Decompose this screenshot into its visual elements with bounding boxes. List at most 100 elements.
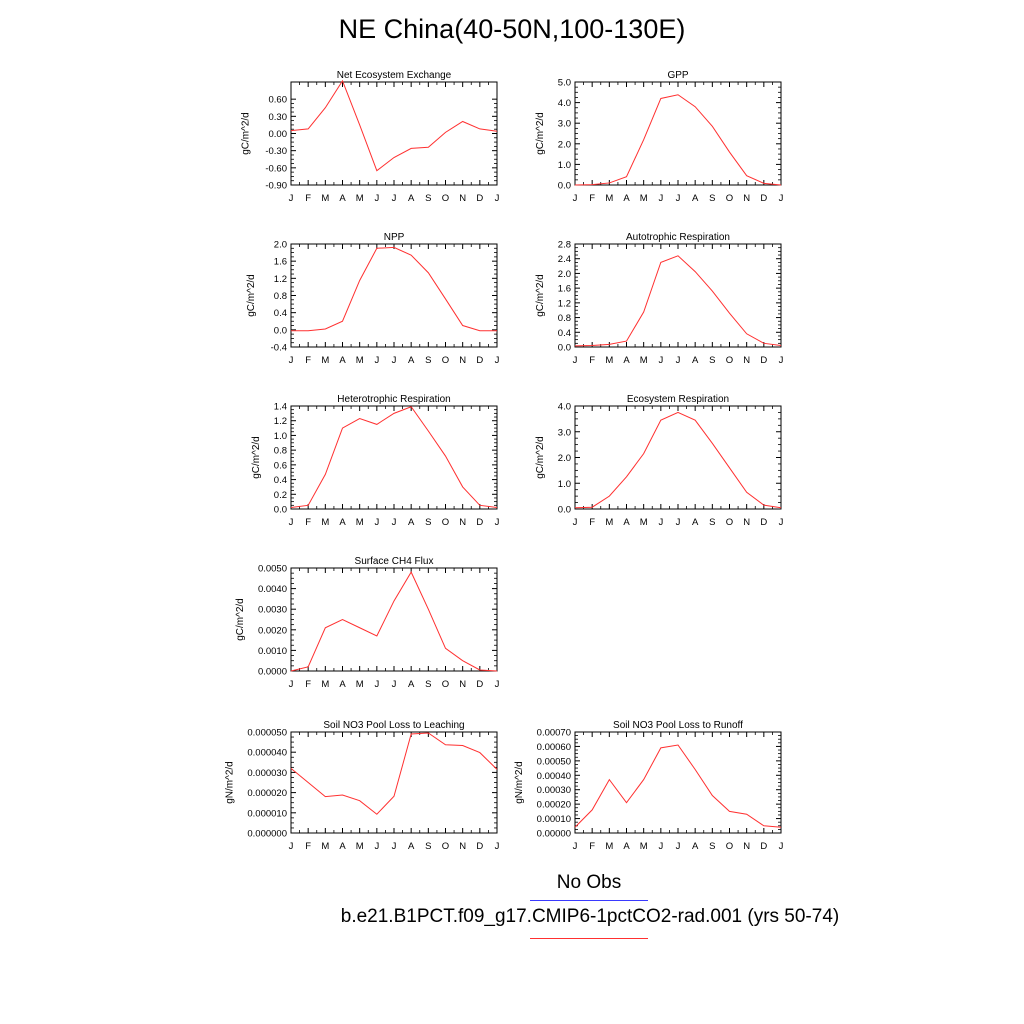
y-tick-label: 0.60 [269, 95, 288, 106]
x-tick-label: J [374, 193, 379, 204]
plot-frame [574, 405, 782, 510]
legend-no-obs-label: No Obs [556, 872, 622, 893]
x-tick-label: D [760, 193, 767, 204]
y-axis-label: gC/m^2/d [246, 274, 257, 317]
panel-autotrophic-respiration: Autotrophic Respiration J F M A M J J A S O N D J 0.0 0… [465, 228, 793, 376]
y-tick-label: 0.30 [269, 112, 288, 123]
y-tick-label: -0.90 [265, 181, 287, 192]
y-tick-label: 0.00070 [537, 728, 571, 739]
x-tick-label: J [392, 679, 397, 690]
y-tick-label: 5.0 [558, 78, 571, 89]
x-tick-label: D [476, 841, 483, 852]
x-tick-label: J [779, 841, 784, 852]
x-tick-label: F [589, 355, 595, 366]
x-tick-label: N [743, 193, 750, 204]
y-tick-label: 0.8 [274, 291, 287, 302]
x-tick-label: N [459, 355, 466, 366]
y-tick-label: 0.0 [274, 325, 287, 336]
y-tick-label: 1.0 [274, 431, 287, 442]
y-tick-label: 3.0 [558, 427, 571, 438]
y-tick-label: 0.00 [269, 129, 288, 140]
y-tick-label: 0.2 [274, 490, 287, 501]
y-tick-label: 0.4 [274, 308, 287, 319]
x-tick-label: O [442, 193, 449, 204]
x-tick-label: F [305, 355, 311, 366]
panel-heterotrophic-respiration: Heterotrophic Respiration J F M A M J J A S O N D J 0.… [181, 390, 509, 538]
series-line [290, 79, 498, 172]
panel-gpp: GPP J F M A M J J A S O N D J 0.0 1.0 2.0 3.0 4.0 5.0 gC/m^2… [465, 66, 793, 214]
y-tick-label: 3.0 [558, 119, 571, 130]
x-tick-label: O [442, 355, 449, 366]
x-tick-label: A [408, 517, 415, 528]
y-tick-label: 0.000010 [247, 808, 287, 819]
x-tick-label: A [339, 679, 346, 690]
y-tick-label: -0.30 [265, 146, 287, 157]
x-tick-label: M [321, 679, 329, 690]
x-tick-label: M [640, 841, 648, 852]
x-tick-label: N [459, 517, 466, 528]
panel-npp: NPP J F M A M J J A S O N D J -0.4 0.0 0.4 0.8 1.2 1.6 2.0 gC… [181, 228, 509, 376]
y-tick-label: 4.0 [558, 402, 571, 413]
x-tick-label: S [425, 679, 431, 690]
x-tick-label: A [408, 679, 415, 690]
x-tick-label: M [321, 841, 329, 852]
series-line [574, 255, 782, 347]
x-tick-label: F [305, 679, 311, 690]
x-tick-label: S [709, 355, 715, 366]
series-line [291, 246, 497, 332]
x-tick-label: J [676, 517, 681, 528]
y-tick-label: 0.0010 [258, 646, 287, 657]
series-line [290, 406, 498, 509]
x-tick-label: J [392, 193, 397, 204]
x-tick-label: J [495, 355, 500, 366]
x-tick-label: J [289, 355, 294, 366]
y-tick-label: 1.0 [558, 479, 571, 490]
y-tick-label: 0.4 [558, 328, 571, 339]
x-tick-label: M [356, 841, 364, 852]
legend-run-label: b.e21.B1PCT.f09_g17.CMIP6-1pctCO2-rad.00… [340, 906, 840, 927]
plot-frame [574, 81, 782, 186]
x-tick-label: J [658, 193, 663, 204]
panel-title: Heterotrophic Respiration [337, 394, 450, 405]
x-tick-label: J [573, 517, 578, 528]
series-line [290, 571, 498, 672]
legend-run-line [530, 938, 648, 939]
legend: No Obs b.e21.B1PCT.f09_g17.CMIP6-1pctCO2… [0, 868, 1024, 958]
x-tick-label: A [692, 517, 699, 528]
x-tick-label: O [726, 355, 733, 366]
x-tick-label: J [392, 355, 397, 366]
y-tick-label: 1.2 [274, 274, 287, 285]
y-axis-label: gN/m^2/d [225, 761, 236, 804]
x-tick-label: M [321, 355, 329, 366]
x-tick-label: N [743, 841, 750, 852]
y-tick-label: 0.6 [274, 460, 287, 471]
x-tick-label: A [339, 841, 346, 852]
plot-frame [290, 567, 498, 672]
panel-title: Ecosystem Respiration [627, 394, 729, 405]
x-tick-label: J [495, 193, 500, 204]
x-tick-label: S [425, 517, 431, 528]
y-tick-label: 1.0 [558, 160, 571, 171]
y-axis-label: gC/m^2/d [235, 598, 246, 641]
x-tick-label: A [339, 193, 346, 204]
panel-title: Autotrophic Respiration [626, 232, 730, 243]
x-tick-label: A [692, 355, 699, 366]
y-tick-label: 0.00030 [537, 785, 571, 796]
y-tick-label: 0.0050 [258, 564, 287, 575]
y-axis-label: gC/m^2/d [535, 436, 546, 479]
y-tick-label: 0.8 [274, 446, 287, 457]
y-tick-label: 0.000000 [247, 829, 287, 840]
panel-title: Net Ecosystem Exchange [337, 70, 452, 81]
x-tick-label: O [726, 517, 733, 528]
x-tick-label: J [658, 841, 663, 852]
y-tick-label: 0.0020 [258, 625, 287, 636]
y-axis-label: gC/m^2/d [535, 112, 546, 155]
x-tick-label: N [459, 679, 466, 690]
y-tick-label: 0.8 [558, 313, 571, 324]
x-tick-label: A [692, 841, 699, 852]
y-tick-label: 0.00000 [537, 829, 571, 840]
x-tick-label: S [709, 193, 715, 204]
x-tick-label: M [356, 517, 364, 528]
y-tick-label: 2.0 [274, 240, 287, 251]
